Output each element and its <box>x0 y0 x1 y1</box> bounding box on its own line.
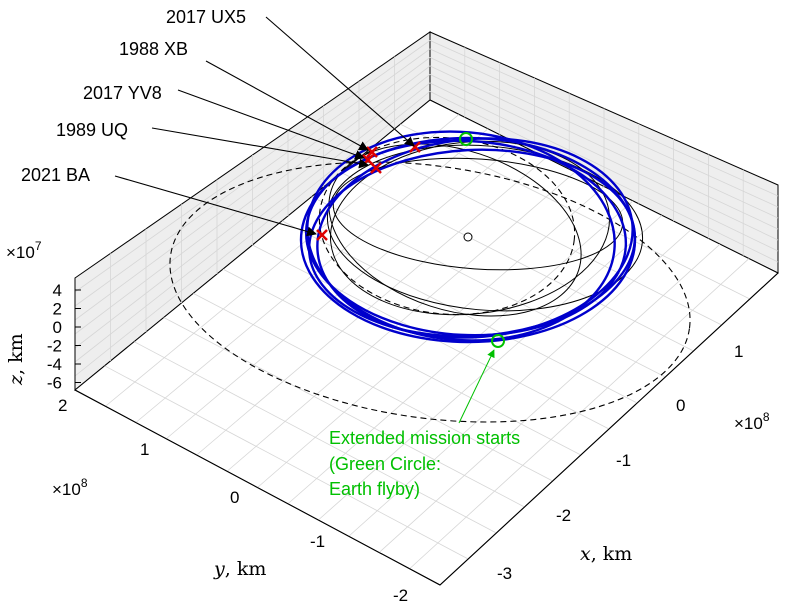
note-line-1: Extended mission starts <box>329 428 520 448</box>
x-axis-ticks: 1 0 -1 -2 -3 <box>497 342 743 583</box>
annotation-arrow <box>265 16 415 147</box>
annotation-arrow <box>114 175 317 237</box>
encounter-cross <box>366 146 378 158</box>
label-1988-xb: 1988 XB <box>119 39 188 59</box>
y-axis-ticks: 2 1 0 -1 -2 <box>58 396 408 605</box>
x-tick-label: -1 <box>616 451 631 470</box>
x-tick-label: -2 <box>556 506 571 525</box>
annotation-arrow <box>151 127 369 169</box>
y-multiplier: ×108 <box>52 476 88 499</box>
annotation-arrow <box>205 60 369 151</box>
earth-flyby-marker-top <box>459 132 473 146</box>
z-axis-label: z, km <box>5 333 27 386</box>
asteroid-orbit <box>326 144 644 312</box>
spacecraft-trajectory <box>306 130 616 342</box>
sun-marker <box>463 232 473 242</box>
spacecraft-trajectory <box>307 148 637 338</box>
z-axis-ticks: 420-2-4-6 <box>47 281 81 393</box>
annotation-arrows <box>114 16 415 237</box>
asteroid-orbit <box>328 143 582 317</box>
y-tick-label: 1 <box>140 440 149 459</box>
x-tick-label: 0 <box>676 396 685 415</box>
x-axis-line <box>439 272 779 586</box>
orbit-lines <box>169 130 691 423</box>
y-tick-label: -1 <box>310 532 325 551</box>
encounter-cross <box>316 229 328 241</box>
label-2017-ux5: 2017 UX5 <box>166 7 246 27</box>
annotation-arrow <box>177 89 365 160</box>
label-2021-ba: 2021 BA <box>21 165 90 185</box>
encounter-cross <box>409 141 421 153</box>
x-tick-label: -3 <box>497 564 512 583</box>
encounter-cross <box>370 162 382 174</box>
note-line-2: (Green Circle: <box>329 454 441 474</box>
note-arrow <box>458 349 495 424</box>
z-tick-label: -2 <box>47 337 62 356</box>
z-tick-label: -6 <box>47 374 62 393</box>
y-axis-line <box>74 389 441 586</box>
x-multiplier: ×108 <box>734 410 770 433</box>
note-line-3: Earth flyby) <box>329 479 420 499</box>
y-axis-label: y, km <box>213 558 266 580</box>
x-axis-label: x, km <box>580 543 632 565</box>
y-tick-label: -2 <box>393 586 408 605</box>
x-tick-label: 1 <box>734 342 743 361</box>
mars-orbit <box>169 161 691 423</box>
z-tick-label: 0 <box>53 318 62 337</box>
z-multiplier: ×107 <box>6 239 42 262</box>
earth-flyby-marker-bottom <box>491 334 505 348</box>
label-2017-yv8: 2017 YV8 <box>83 83 162 103</box>
y-tick-label: 0 <box>230 488 239 507</box>
z-tick-label: 2 <box>53 300 62 319</box>
z-tick-label: -4 <box>47 355 62 374</box>
spacecraft-trajectory <box>316 137 634 339</box>
z-tick-label: 4 <box>53 281 62 300</box>
label-1989-uq: 1989 UQ <box>56 120 128 140</box>
y-tick-label: 2 <box>58 396 67 415</box>
